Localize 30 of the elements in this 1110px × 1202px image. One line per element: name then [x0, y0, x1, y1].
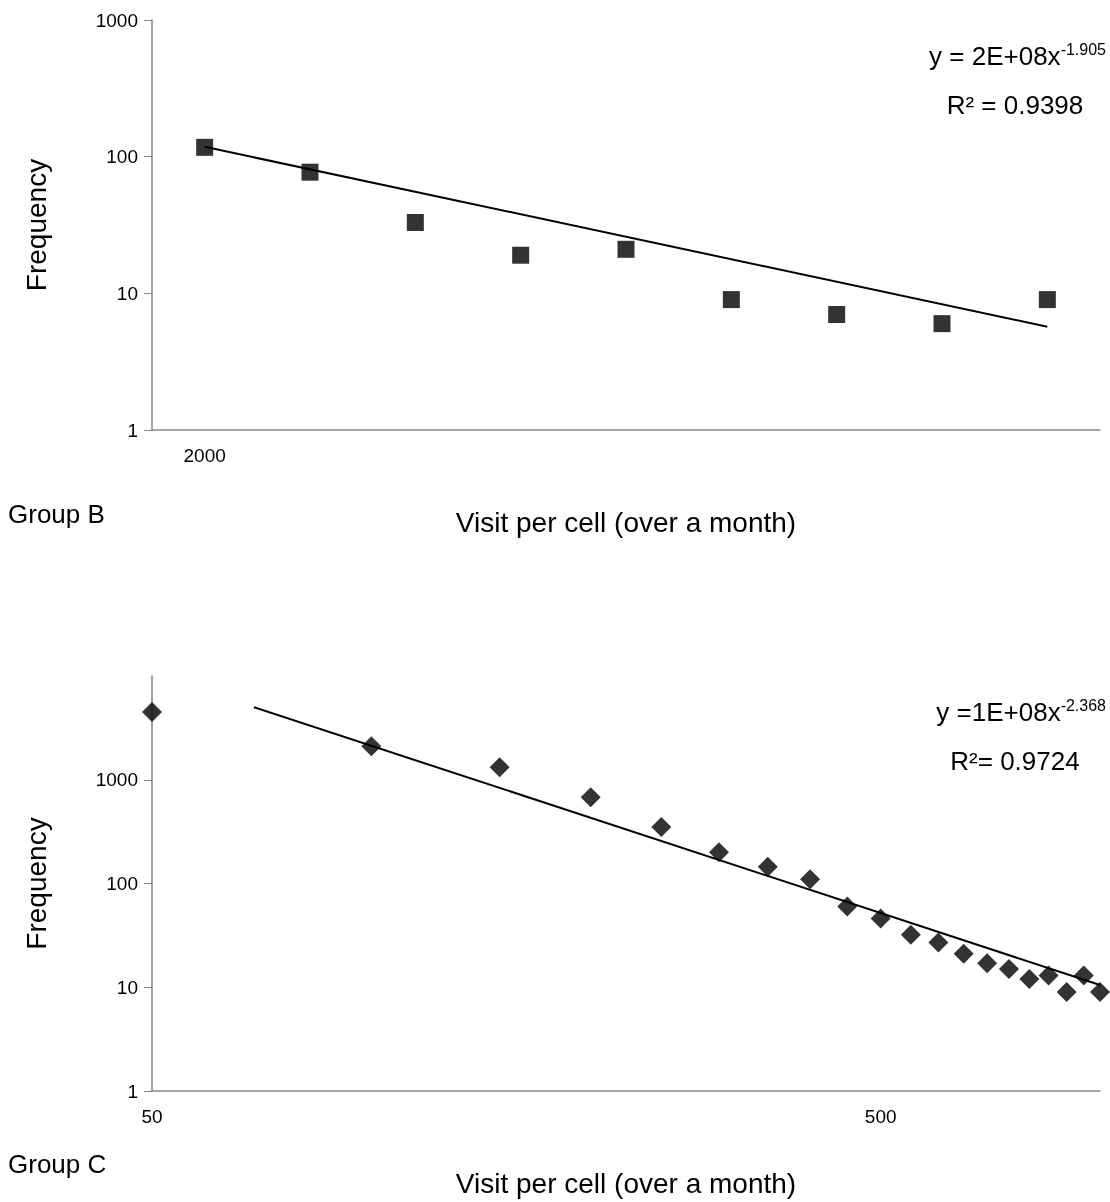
point [406, 213, 424, 231]
y-tick-label: 100 [106, 146, 138, 168]
point [196, 138, 214, 156]
point [933, 315, 951, 333]
point [301, 163, 319, 181]
point [512, 246, 530, 264]
text: Group C [8, 1149, 107, 1179]
point [1038, 291, 1056, 309]
point [828, 306, 846, 323]
x-tick-label: 2000 [183, 445, 226, 466]
x-tick-label: 500 [864, 1106, 897, 1127]
annotation: R²= 0.9724 [949, 746, 1081, 776]
y-tick-label: 1 [127, 1080, 138, 1102]
x-axis-title: Visit per cell (over a month) [455, 1167, 797, 1199]
y-tick-label: 100 [106, 873, 138, 894]
y-tick-label: 1000 [95, 9, 138, 31]
text: Group B [8, 499, 105, 529]
annotation: R² = 0.9398 [945, 90, 1085, 120]
annotation: y = 2E+08x$^{-1.905}$ [929, 40, 1106, 71]
point [617, 240, 635, 258]
y-tick-label: 10 [116, 976, 138, 998]
y-tick-label: 1 [127, 419, 138, 441]
point [722, 291, 740, 309]
y-axis-title: Frequency [20, 158, 52, 292]
y-tick-label: 10 [116, 282, 138, 304]
y-tick-label: 1000 [95, 769, 138, 791]
annotation: y =1E+08x$^{-2.368}$ [936, 696, 1106, 727]
x-tick-label: 50 [141, 1106, 163, 1127]
y-axis-title: Frequency [20, 817, 52, 950]
x-axis-title: Visit per cell (over a month) [455, 506, 797, 538]
